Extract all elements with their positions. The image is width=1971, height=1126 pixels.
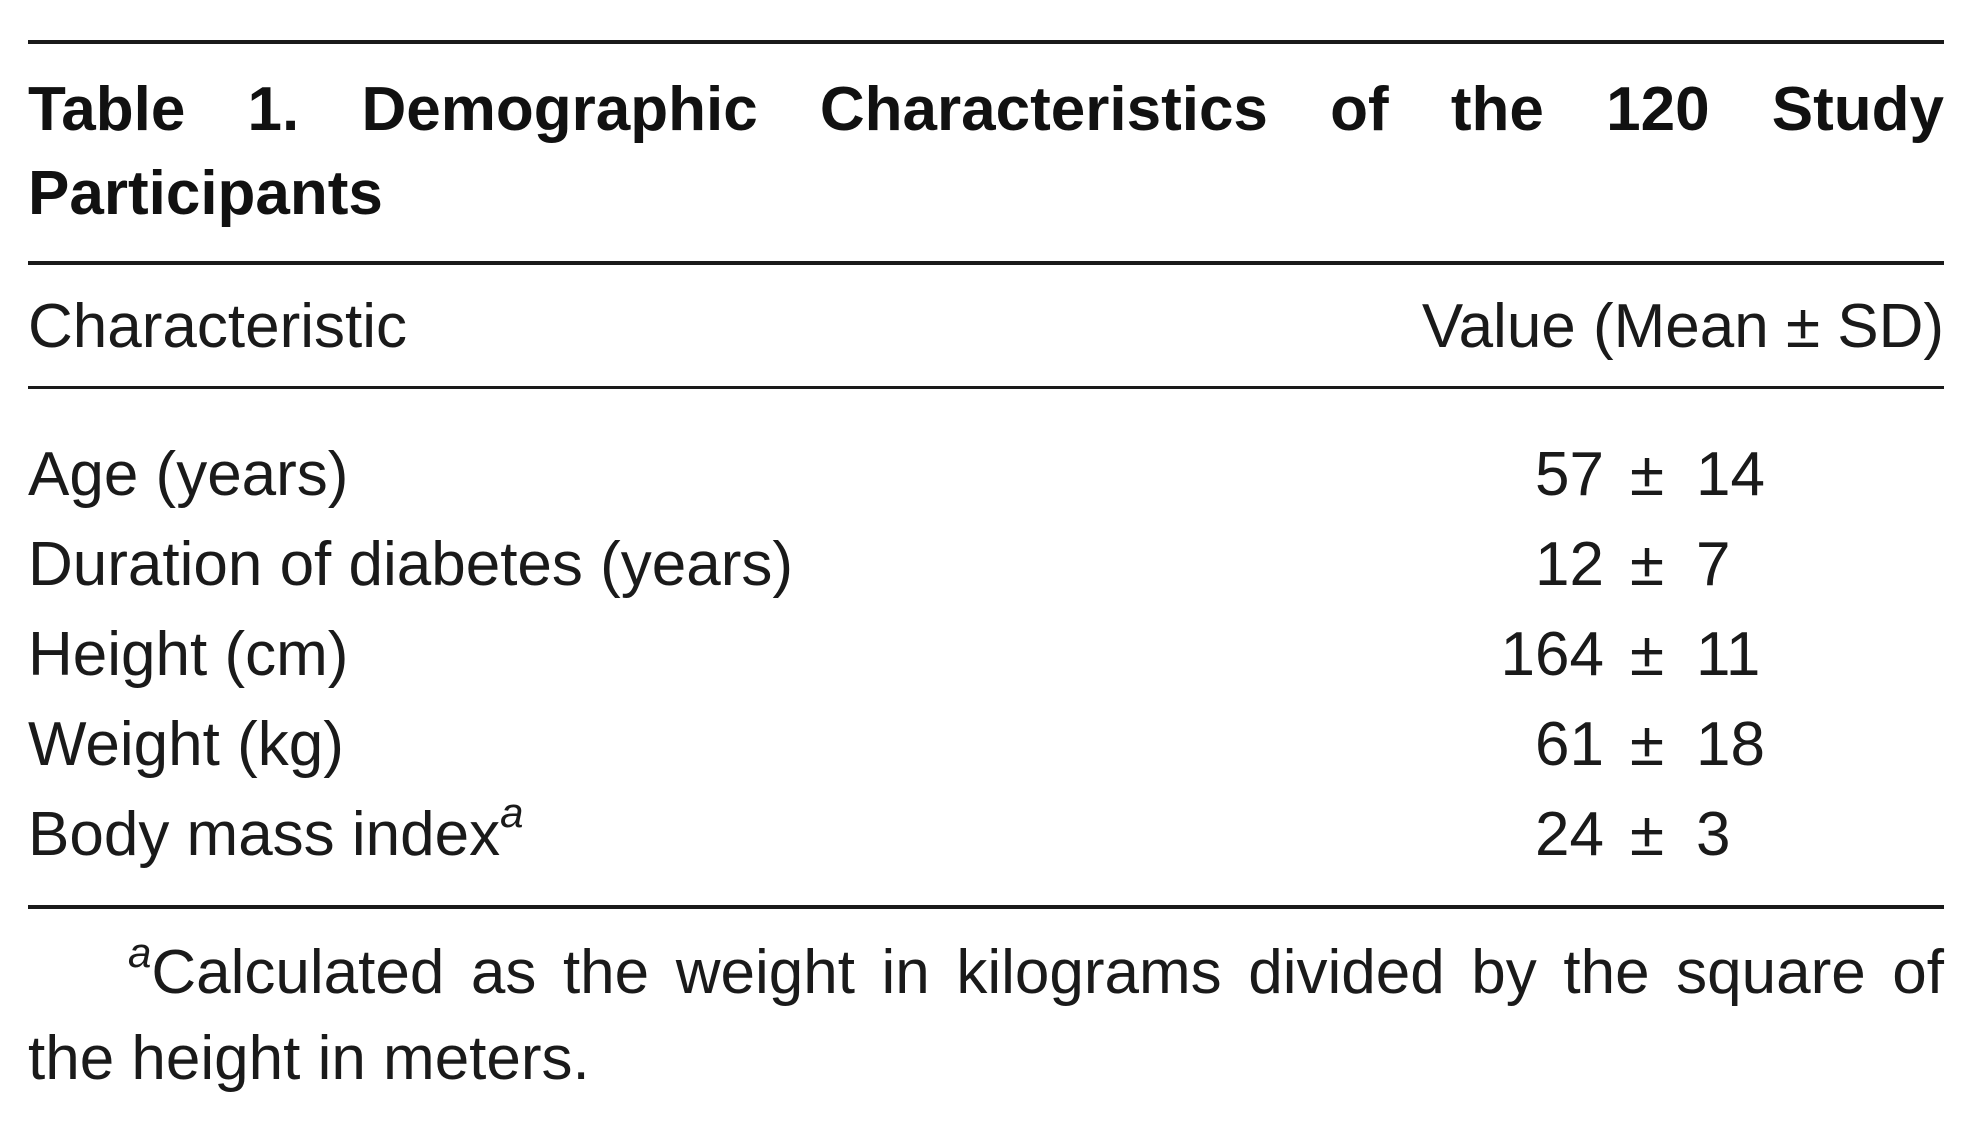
- plus-minus-sign: ±: [1629, 440, 1665, 509]
- row-sd: 7: [1696, 530, 1731, 599]
- header-rule: [28, 386, 1944, 389]
- column-header-value: Value (Mean ± SD): [1421, 292, 1944, 361]
- table-row: Age (years) 57 ± 14: [28, 430, 1944, 520]
- row-sd: 18: [1696, 710, 1765, 779]
- row-mean: 164: [1500, 620, 1604, 689]
- table-row: Weight (kg) 61 ± 18: [28, 700, 1944, 790]
- row-mean: 57: [1535, 440, 1604, 509]
- row-mean: 61: [1535, 710, 1604, 779]
- plus-minus-sign: ±: [1629, 530, 1665, 599]
- row-label: Age (years): [28, 440, 349, 509]
- row-label: Weight (kg): [28, 710, 344, 779]
- table-bottom-rule: [28, 905, 1944, 909]
- table-top-rule: [28, 40, 1944, 44]
- row-sd: 14: [1696, 440, 1765, 509]
- plus-minus-sign: ±: [1629, 710, 1665, 779]
- caption-rule: [28, 261, 1944, 265]
- table-footnote: aCalculated as the weight in kilograms d…: [28, 930, 1944, 1102]
- table-header-row: Characteristic Value (Mean ± SD): [28, 282, 1944, 372]
- table-row: Duration of diabetes (years) 12 ± 7: [28, 520, 1944, 610]
- row-sd: 11: [1696, 620, 1761, 689]
- footnote-marker: a: [128, 929, 152, 977]
- table-body: Age (years) 57 ± 14 Duration of diabetes…: [28, 430, 1944, 880]
- row-label: Height (cm): [28, 620, 349, 689]
- row-mean: 24: [1535, 800, 1604, 869]
- row-label: Body mass indexa: [28, 789, 524, 869]
- row-sd: 3: [1696, 800, 1731, 869]
- table-row: Height (cm) 164 ± 11: [28, 610, 1944, 700]
- row-label: Duration of diabetes (years): [28, 530, 794, 599]
- row-mean: 12: [1535, 530, 1604, 599]
- column-header-characteristic: Characteristic: [28, 292, 407, 361]
- footnote-text: Calculated as the weight in kilograms di…: [28, 938, 1944, 1093]
- table-caption: Table 1. Demographic Characteristics of …: [28, 75, 1944, 228]
- plus-minus-sign: ±: [1629, 620, 1665, 689]
- footnote-marker: a: [500, 789, 524, 837]
- plus-minus-sign: ±: [1629, 800, 1665, 869]
- table-row: Body mass indexa 24 ± 3: [28, 790, 1944, 880]
